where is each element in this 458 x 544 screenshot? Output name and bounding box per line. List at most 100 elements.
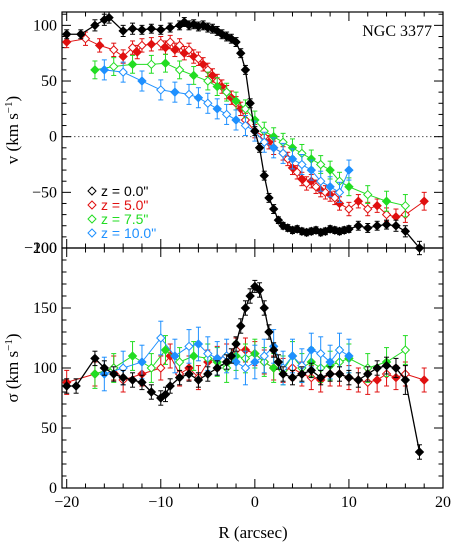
velocity-y-label-sup: −1 bbox=[3, 101, 15, 113]
velocity-data-point bbox=[156, 38, 166, 48]
dispersion-data-point bbox=[254, 285, 265, 295]
dispersion-y-label-sup: −1 bbox=[3, 339, 15, 351]
velocity-data-point bbox=[146, 39, 157, 49]
legend-label: z = 0.0" bbox=[101, 183, 148, 199]
dispersion-data-point bbox=[146, 387, 157, 397]
velocity-data-point bbox=[259, 170, 269, 181]
velocity-panel: 100 50 0 −50 −100 v (km s−1) bbox=[3, 11, 444, 257]
velocity-y-tick-label: 100 bbox=[33, 17, 57, 34]
dispersion-data-point bbox=[391, 363, 401, 373]
velocity-data-point bbox=[344, 182, 354, 192]
dispersion-data-point bbox=[273, 357, 284, 367]
dispersion-y-tick-label: 200 bbox=[33, 240, 57, 257]
dispersion-y-tick-label: 150 bbox=[33, 300, 57, 317]
dispersion-data-point bbox=[268, 363, 279, 373]
velocity-data-point bbox=[188, 70, 199, 81]
dispersion-data-point bbox=[61, 381, 72, 391]
dispersion-data-point bbox=[334, 345, 345, 355]
dispersion-data-point bbox=[259, 303, 269, 313]
velocity-data-point bbox=[221, 109, 232, 120]
velocity-data-point bbox=[203, 98, 213, 108]
velocity-data-point bbox=[315, 159, 326, 170]
dispersion-data-point bbox=[419, 375, 429, 385]
dispersion-data-point bbox=[90, 353, 100, 364]
dispersion-data-point bbox=[400, 375, 411, 385]
velocity-data-point bbox=[146, 23, 157, 34]
velocity-data-point bbox=[344, 165, 354, 175]
dispersion-data-point bbox=[221, 357, 232, 367]
dispersion-data-point bbox=[245, 291, 255, 301]
velocity-data-point bbox=[363, 189, 373, 200]
velocity-data-point bbox=[118, 26, 128, 36]
velocity-data-point bbox=[254, 143, 265, 153]
velocity-data-point bbox=[118, 67, 128, 77]
velocity-y-tick-label: −50 bbox=[32, 184, 57, 201]
dispersion-data-point bbox=[99, 363, 110, 373]
dispersion-data-point bbox=[156, 333, 166, 343]
velocity-data-point bbox=[315, 176, 326, 186]
dispersion-data-point bbox=[160, 345, 171, 355]
velocity-data-point bbox=[127, 59, 138, 70]
dispersion-data-point bbox=[344, 372, 354, 383]
velocity-data-point bbox=[203, 76, 213, 86]
velocity-data-point bbox=[170, 87, 180, 97]
legend-marker bbox=[87, 214, 97, 224]
dispersion-data-point bbox=[259, 351, 269, 361]
dispersion-data-point bbox=[170, 351, 180, 361]
dispersion-data-point bbox=[414, 447, 425, 457]
velocity-data-point bbox=[363, 204, 373, 214]
dispersion-data-point bbox=[315, 348, 326, 359]
velocity-data-point bbox=[250, 126, 260, 136]
dispersion-data-point bbox=[268, 345, 279, 355]
legend: z = 0.0"z = 5.0"z = 7.5"z = 10.0" bbox=[87, 183, 156, 241]
dispersion-data-point bbox=[193, 375, 204, 385]
dispersion-data-point bbox=[264, 327, 274, 337]
velocity-data-point bbox=[184, 89, 194, 100]
dispersion-data-point bbox=[287, 351, 298, 361]
dispersion-data-point bbox=[334, 369, 345, 379]
velocity-data-point bbox=[353, 196, 364, 206]
velocity-data-point bbox=[127, 42, 138, 53]
velocity-data-point bbox=[80, 34, 91, 44]
chart-title: NGC 3377 bbox=[362, 23, 432, 40]
dispersion-data-point bbox=[372, 363, 382, 373]
dispersion-data-point bbox=[174, 357, 185, 367]
legend-marker bbox=[87, 228, 97, 238]
velocity-data-point bbox=[165, 22, 175, 33]
velocity-data-point bbox=[61, 29, 72, 39]
x-axis-label: R (arcsec) bbox=[218, 523, 287, 542]
dispersion-data-point bbox=[156, 363, 166, 373]
x-tick-label: −10 bbox=[148, 494, 173, 511]
velocity-data-point bbox=[363, 223, 373, 233]
velocity-data-point bbox=[76, 29, 86, 39]
velocity-data-point bbox=[240, 120, 251, 131]
x-tick-label: 20 bbox=[435, 494, 451, 511]
velocity-data-point bbox=[372, 200, 382, 211]
dispersion-data-point bbox=[250, 357, 260, 367]
velocity-data-point bbox=[297, 159, 307, 170]
velocity-data-point bbox=[344, 204, 354, 214]
velocity-data-point bbox=[245, 98, 255, 108]
velocity-data-point bbox=[268, 204, 279, 214]
dispersion-data-point bbox=[297, 369, 307, 379]
velocity-data-point bbox=[264, 193, 274, 203]
velocity-data-point bbox=[334, 187, 345, 198]
legend-label: z = 5.0" bbox=[101, 197, 148, 213]
dispersion-data-point bbox=[231, 357, 241, 367]
dispersion-data-point bbox=[188, 351, 199, 361]
velocity-data-point bbox=[221, 87, 232, 97]
velocity-data-point bbox=[109, 61, 119, 72]
velocity-data-point bbox=[292, 167, 302, 178]
dispersion-y-label-text: σ (km s bbox=[3, 351, 22, 403]
velocity-data-point bbox=[137, 25, 147, 35]
dispersion-data-point bbox=[203, 348, 213, 359]
velocity-data-point bbox=[400, 226, 411, 237]
velocity-data-point bbox=[104, 12, 114, 23]
velocity-data-point bbox=[156, 85, 166, 95]
dispersion-data-point bbox=[240, 303, 251, 313]
dispersion-data-point bbox=[137, 357, 147, 367]
velocity-data-point bbox=[391, 221, 401, 231]
velocity-data-point bbox=[174, 40, 185, 51]
dispersion-data-point bbox=[184, 341, 194, 352]
